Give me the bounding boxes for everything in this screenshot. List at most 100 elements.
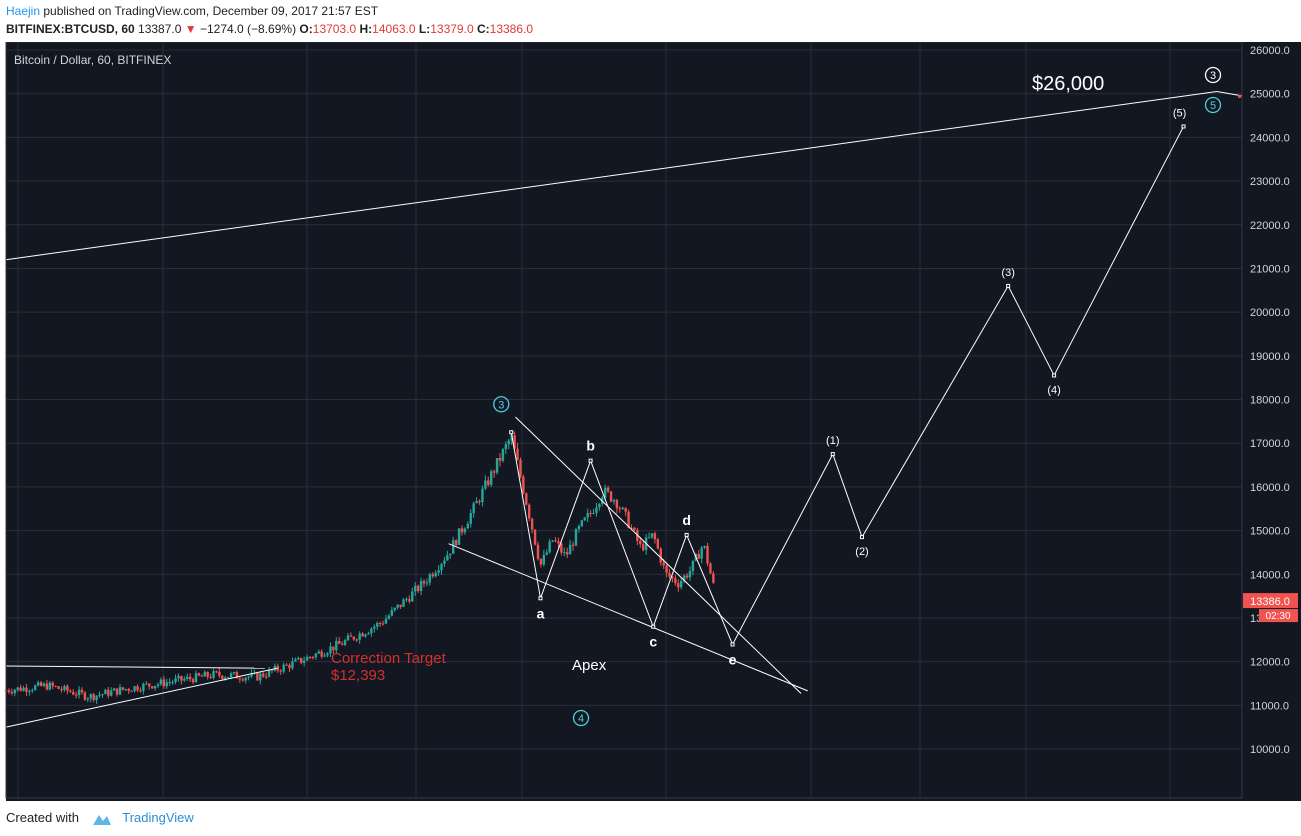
- candle-body: [159, 679, 163, 685]
- candle-body: [680, 580, 683, 588]
- candle-body: [110, 690, 113, 696]
- candle-body: [74, 694, 78, 696]
- candle-body: [101, 694, 104, 696]
- trendline: [5, 667, 278, 728]
- candle-body: [279, 670, 282, 672]
- footer: Created with TradingView: [6, 810, 194, 826]
- candle-body: [712, 573, 715, 583]
- candle-body: [226, 676, 230, 678]
- candle-body: [668, 572, 671, 577]
- candle-body: [498, 458, 502, 461]
- candle-body: [671, 576, 674, 579]
- low-label: L:: [418, 22, 431, 36]
- candle-body: [215, 671, 218, 673]
- candle-body: [186, 676, 189, 680]
- candle-body: [25, 687, 28, 692]
- candle-body: [171, 682, 174, 684]
- projection-end-marker: [1238, 94, 1241, 98]
- candle-body: [563, 552, 566, 554]
- candle-body: [685, 575, 689, 578]
- y-tick-label: 22000.0: [1250, 220, 1290, 232]
- candle-body: [519, 459, 522, 477]
- candle-body: [682, 575, 686, 581]
- candle-body: [419, 580, 423, 592]
- candle-body: [329, 646, 332, 654]
- candle-body: [583, 517, 586, 521]
- candle-body: [48, 682, 52, 690]
- candle-body: [51, 682, 54, 687]
- trendline: [515, 416, 802, 694]
- wave-label-2: (2): [855, 546, 868, 558]
- candle-body: [618, 508, 622, 510]
- candle-body: [408, 599, 411, 602]
- candle-body: [305, 656, 309, 661]
- candle-body: [326, 653, 329, 656]
- candle-body: [487, 480, 490, 485]
- candle-body: [674, 578, 677, 584]
- candle-body: [335, 640, 338, 651]
- candle-body: [376, 622, 379, 627]
- trendline: [5, 665, 265, 669]
- candle-body: [153, 685, 157, 689]
- candle-body: [598, 503, 601, 508]
- candle-body: [229, 673, 233, 677]
- candle-body: [174, 678, 177, 683]
- y-tick-label: 19000.0: [1250, 351, 1290, 363]
- candle-body: [139, 690, 142, 692]
- candle-body: [475, 501, 478, 504]
- candle-body: [364, 634, 367, 637]
- candle-body: [115, 688, 119, 695]
- candle-body: [317, 651, 320, 654]
- candle-body: [554, 540, 557, 542]
- wave-vertex: [1181, 124, 1186, 129]
- candle-body: [197, 673, 201, 676]
- candle-body: [150, 686, 154, 689]
- candle-body: [677, 583, 680, 588]
- candle-body: [373, 626, 376, 629]
- wave-circle-3-white-circle: [1204, 66, 1222, 84]
- wave-label-3: (3): [1001, 267, 1014, 279]
- candle-body: [77, 689, 81, 696]
- candle-body: [551, 540, 554, 542]
- wave-circle-3-cyan: 3: [498, 399, 504, 411]
- price-target-label: $26,000: [1032, 73, 1104, 95]
- wave-circle-4-cyan: 4: [578, 713, 584, 725]
- wave-label-1: (1): [826, 435, 839, 447]
- candle-body: [460, 528, 464, 533]
- candle-body: [209, 676, 212, 678]
- candle-body: [627, 511, 630, 528]
- candle-body: [118, 687, 122, 695]
- candle-body: [653, 533, 657, 540]
- candle-body: [659, 548, 662, 563]
- open-value: 13703.0: [312, 22, 357, 36]
- candle-body: [414, 585, 417, 592]
- y-tick-label: 25000.0: [1250, 89, 1290, 101]
- y-tick-label: 17000.0: [1250, 438, 1290, 450]
- candle-body: [83, 692, 87, 700]
- candle-body: [332, 646, 335, 651]
- trendline: [5, 91, 1218, 261]
- candle-body: [612, 500, 616, 502]
- author-link[interactable]: Haejin: [6, 4, 41, 18]
- candle-body: [355, 639, 358, 641]
- wave-vertex: [651, 624, 656, 629]
- candle-body: [399, 604, 402, 607]
- candle-body: [490, 471, 493, 485]
- candle-body: [604, 487, 607, 498]
- candle-body: [647, 537, 651, 539]
- candle-body: [121, 687, 125, 690]
- candle-body: [31, 690, 34, 692]
- price-chart[interactable]: 26000.0 25000.0 24000.0 23000.0 22000.0 21000…: [0, 42, 1301, 801]
- candle-body: [361, 633, 364, 637]
- candle-body: [270, 669, 274, 671]
- candle-body: [203, 672, 206, 677]
- tradingview-link[interactable]: TradingView: [122, 810, 194, 825]
- candle-body: [405, 599, 408, 601]
- y-tick-label: 24000.0: [1250, 132, 1290, 144]
- candle-body: [577, 526, 581, 530]
- candle-body: [522, 476, 525, 494]
- candle-body: [592, 512, 595, 514]
- candle-body: [688, 571, 692, 578]
- candle-body: [314, 653, 318, 658]
- down-arrow-icon: ▼: [184, 22, 197, 36]
